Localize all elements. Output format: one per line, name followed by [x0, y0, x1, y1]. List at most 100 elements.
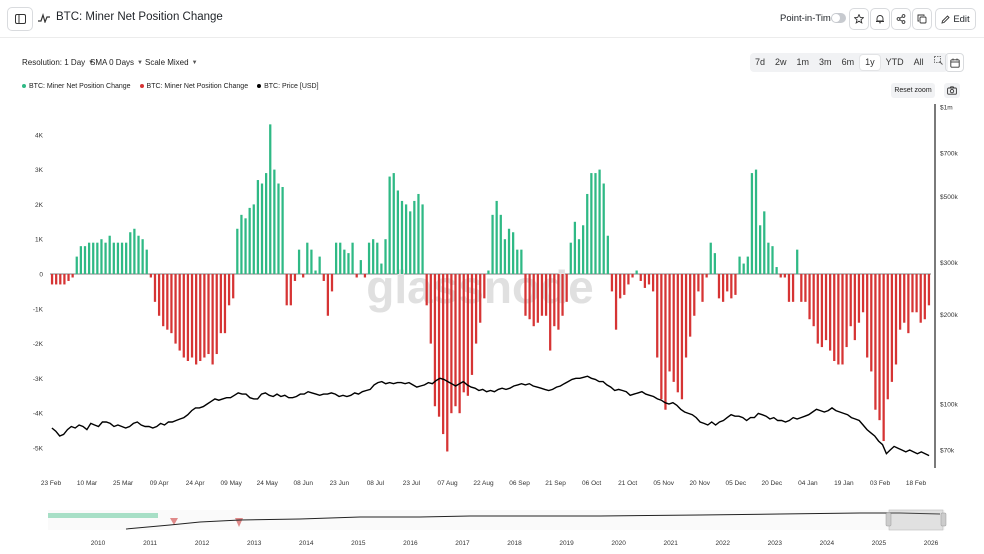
bar-negative: [923, 274, 926, 320]
alert-button[interactable]: [870, 8, 890, 30]
share-button[interactable]: [891, 8, 911, 30]
bar-positive: [413, 200, 416, 274]
x-tick-label: 09 May: [221, 480, 243, 487]
range-all[interactable]: All: [913, 57, 924, 67]
sma-select[interactable]: SMA 0 Days ▼: [90, 58, 143, 67]
bar-negative: [841, 274, 844, 365]
range-ytd[interactable]: YTD: [885, 57, 904, 67]
navigator-window[interactable]: [888, 509, 944, 531]
bar-positive: [388, 176, 391, 274]
star-icon: [854, 14, 864, 24]
bar-negative: [693, 274, 696, 316]
reset-zoom-button[interactable]: Reset zoom: [891, 83, 935, 98]
bar-negative: [829, 274, 832, 351]
copy-icon: [917, 14, 927, 24]
bar-negative: [195, 274, 198, 365]
navigator-year-label: 2021: [663, 540, 678, 547]
bar-negative: [207, 274, 210, 355]
bar-negative: [627, 274, 630, 285]
point-in-time-toggle[interactable]: [831, 13, 846, 23]
bar-negative: [483, 274, 486, 299]
bar-negative: [59, 274, 62, 285]
resolution-select[interactable]: Resolution: 1 Day ▼: [22, 58, 94, 67]
range-1m[interactable]: 1m: [796, 57, 810, 67]
share-icon: [896, 14, 906, 24]
zoom-select-button[interactable]: [929, 53, 948, 72]
legend-dot: [139, 84, 144, 89]
navigator-year-label: 2025: [872, 540, 887, 547]
bar-negative: [363, 274, 367, 278]
bar-negative: [779, 274, 782, 278]
navigator-year-label: 2012: [195, 540, 210, 547]
favorite-button[interactable]: [849, 8, 869, 30]
edit-button-label: Edit: [953, 13, 970, 25]
range-7d[interactable]: 7d: [755, 57, 766, 67]
bar-positive: [759, 225, 762, 274]
screenshot-button[interactable]: [944, 83, 960, 98]
navigator-year-label: 2017: [455, 540, 470, 547]
scale-label: Scale Mixed: [145, 58, 189, 67]
legend-item-positive[interactable]: BTC: Miner Net Position Change: [22, 83, 131, 90]
bar-negative: [67, 274, 70, 281]
bar-negative: [812, 274, 815, 327]
range-1y[interactable]: 1y: [860, 55, 880, 70]
legend-item-negative[interactable]: BTC: Miner Net Position Change: [139, 83, 248, 90]
date-picker-button[interactable]: [945, 53, 964, 72]
navigator-handle-left[interactable]: [885, 512, 892, 527]
bar-negative: [63, 274, 66, 285]
navigator-handle-right[interactable]: [940, 512, 947, 527]
bar-positive: [133, 228, 136, 274]
bar-negative: [466, 274, 469, 396]
navigator-track[interactable]: [48, 510, 945, 530]
bar-positive: [590, 173, 593, 274]
bar-negative: [528, 274, 531, 320]
calendar-icon: [949, 58, 960, 68]
bar-negative: [804, 274, 807, 302]
range-2w[interactable]: 2w: [775, 57, 787, 67]
bar-negative: [886, 274, 889, 400]
y-left-tick-label: -1K: [33, 306, 44, 313]
bar-positive: [248, 207, 251, 274]
bar-negative: [219, 274, 222, 334]
scale-select[interactable]: Scale Mixed ▼: [145, 58, 198, 67]
legend-item-price[interactable]: BTC: Price [USD]: [257, 83, 319, 90]
bar-positive: [129, 232, 132, 274]
bar-positive: [108, 235, 111, 274]
bar-positive: [409, 211, 412, 274]
y-right-tick-label: $300k: [940, 260, 958, 267]
bar-negative: [433, 274, 437, 407]
bar-negative: [178, 274, 181, 351]
navigator-year-label: 2022: [716, 540, 731, 547]
bar-negative: [211, 274, 214, 365]
bar-negative: [540, 274, 544, 316]
bar-negative: [186, 274, 190, 361]
bar-negative: [557, 274, 560, 330]
bar-negative: [894, 274, 898, 365]
sidebar-toggle-button[interactable]: [7, 7, 33, 31]
range-6m[interactable]: 6m: [841, 57, 855, 67]
bar-positive: [767, 242, 770, 274]
navigator-negative-spike: [170, 518, 178, 525]
y-left-tick-label: 4K: [35, 132, 44, 139]
chevron-down-icon: ▼: [191, 59, 198, 66]
bar-negative: [322, 274, 325, 281]
x-tick-label: 06 Sep: [509, 480, 530, 487]
bar-positive: [417, 193, 420, 274]
bar-negative: [223, 274, 227, 334]
bar-positive: [507, 228, 511, 274]
x-tick-label: 05 Nov: [653, 480, 674, 487]
x-tick-label: 25 Mar: [113, 480, 134, 487]
x-tick-label: 20 Dec: [762, 480, 783, 487]
bar-negative: [701, 274, 704, 302]
bar-negative: [721, 274, 725, 302]
range-3m[interactable]: 3m: [819, 57, 832, 67]
copy-button[interactable]: [912, 8, 932, 30]
navigator-year-label: 2026: [924, 540, 939, 547]
bar-positive: [499, 214, 502, 274]
edit-button[interactable]: Edit: [935, 8, 976, 30]
bar-negative: [689, 274, 692, 337]
bar-negative: [726, 274, 729, 292]
navigator-positive-area: [48, 513, 158, 518]
bar-positive: [586, 193, 589, 274]
